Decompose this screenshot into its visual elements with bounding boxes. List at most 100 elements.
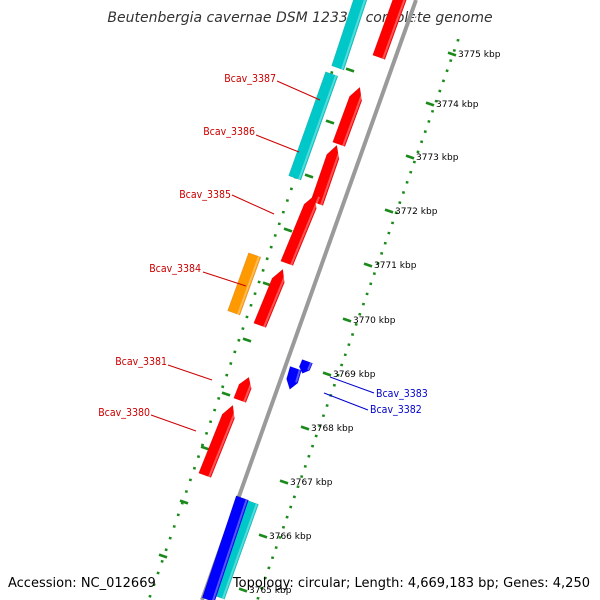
right-tick-dot (314, 434, 318, 438)
left-tick-dot (209, 420, 213, 424)
major-tick (363, 262, 373, 268)
orange-feature-bcav-3384 (227, 252, 262, 316)
right-tick-dot (318, 424, 322, 428)
rna-feature-top (331, 0, 368, 71)
gene-label-bcav-3386: Bcav_3386 (203, 126, 255, 138)
major-tick (304, 173, 314, 179)
cds-forward-bcav-3385 (310, 144, 340, 206)
cds-forward-bcav-3384b-shade (263, 270, 289, 328)
rna-feature-mid-shade (298, 75, 337, 180)
cds-reverse-bottom (201, 495, 249, 600)
major-tick (179, 499, 189, 505)
right-tick-dot (336, 373, 340, 377)
major-tick (447, 51, 457, 57)
cds-reverse-bcav-3383-shade (307, 362, 312, 371)
right-tick-dot (358, 312, 362, 316)
right-tick-dot (449, 59, 453, 63)
cds-forward-bcav-3387 (372, 0, 407, 60)
left-tick-dot (221, 385, 225, 389)
right-tick-dot (332, 383, 336, 387)
gene-label-bcav-3383: Bcav_3383 (376, 388, 428, 400)
right-tick-dot (376, 262, 380, 265)
cds-reverse-bcav-3383 (298, 359, 313, 374)
left-tick-dot (265, 257, 269, 261)
tick-label: 3766 kbp (269, 532, 312, 542)
left-tick-dot (176, 513, 180, 517)
tick-label: 3770 kbp (353, 316, 396, 326)
left-tick-dot (249, 303, 253, 307)
left-tick-dot (233, 350, 237, 354)
right-tick-dot (303, 464, 307, 468)
left-tick-dot (172, 524, 176, 528)
right-tick-dot (263, 576, 267, 580)
right-tick-dot (438, 89, 442, 93)
gene-label-bcav-3382: Bcav_3382 (370, 404, 422, 416)
major-tick (325, 119, 335, 125)
cds-forward-bcav-3384b (253, 268, 285, 328)
right-tick-dot (285, 515, 289, 519)
right-tick-dot (380, 251, 384, 255)
left-tick-dot (273, 233, 277, 237)
left-tick-dot (229, 362, 233, 365)
cds-forward-bcav-3386-shade (342, 88, 366, 147)
left-tick-dot (237, 338, 241, 342)
cds-forward-bcav-3380 (198, 404, 235, 478)
accession-text: Accession: NC_012669 (8, 576, 156, 591)
cds-forward-bcav-3387-shade (382, 0, 406, 60)
left-tick-dot (285, 199, 289, 203)
right-tick-dot (383, 241, 387, 245)
gene-label-bcav-3380: Bcav_3380 (98, 407, 150, 419)
right-tick-dot (369, 282, 373, 286)
left-tick-dot (245, 315, 249, 319)
cds-forward-a-shade (290, 196, 321, 266)
genome-summary-text: Topology: circular; Length: 4,669,183 bp… (232, 576, 590, 591)
left-tick-dot (156, 571, 160, 575)
major-tick (345, 67, 355, 73)
left-tick-dot (257, 280, 261, 284)
right-tick-dot (420, 140, 424, 144)
major-tick (322, 371, 332, 377)
right-tick-dot (445, 69, 449, 73)
gene-label-bcav-3384: Bcav_3384 (149, 263, 201, 275)
left-tick-dot (196, 455, 201, 459)
right-tick-dot (267, 566, 271, 570)
cds-forward-bcav-3381 (233, 376, 252, 403)
right-tick-dot (321, 414, 326, 418)
left-tick-dot (200, 443, 205, 447)
cds-reverse-bcav-3382 (286, 365, 302, 390)
cds-forward-a (280, 194, 317, 266)
gene-label-bcav-3387: Bcav_3387 (224, 73, 276, 85)
feature-track (198, 0, 407, 600)
tick-label: 3771 kbp (374, 261, 417, 271)
left-tick-dot (184, 490, 188, 494)
tick-label: 3773 kbp (416, 153, 459, 163)
right-tick-dot (361, 302, 366, 306)
right-tick-dot (372, 272, 376, 276)
tick-label: 3772 kbp (395, 207, 438, 217)
right-tick-dot (427, 119, 431, 123)
left-tick-dot (241, 327, 245, 331)
gene-label-bcav-3381: Bcav_3381 (115, 356, 167, 368)
right-tick-dot (452, 48, 456, 52)
left-tick-dot (213, 408, 217, 412)
major-tick (300, 425, 310, 431)
right-tick-dot (325, 404, 329, 408)
tick-label: 3768 kbp (311, 424, 354, 434)
rna-feature-bottom-shade (221, 503, 258, 600)
map-title: Beutenbergia cavernae DSM 12333, complet… (107, 10, 492, 26)
right-tick-dot (423, 130, 427, 134)
right-tick-dot (278, 535, 282, 539)
right-tick-dot (434, 99, 438, 103)
major-tick (158, 553, 168, 559)
orange-feature-bcav-3384-shade (237, 256, 260, 315)
major-tick (200, 445, 210, 451)
right-tick-dot (310, 444, 315, 448)
left-tick-dot (168, 536, 172, 540)
left-tick-dot (281, 210, 285, 214)
right-tick-dot (256, 596, 260, 600)
left-tick-dot (217, 396, 221, 400)
cds-forward-bcav-3381-shade (243, 378, 255, 403)
gene-labels: Bcav_3387 Bcav_3386 Bcav_3385 Bcav_3384 … (98, 73, 428, 432)
cds-forward-bcav-3385-shade (320, 146, 343, 206)
left-tick-dot (330, 71, 334, 74)
